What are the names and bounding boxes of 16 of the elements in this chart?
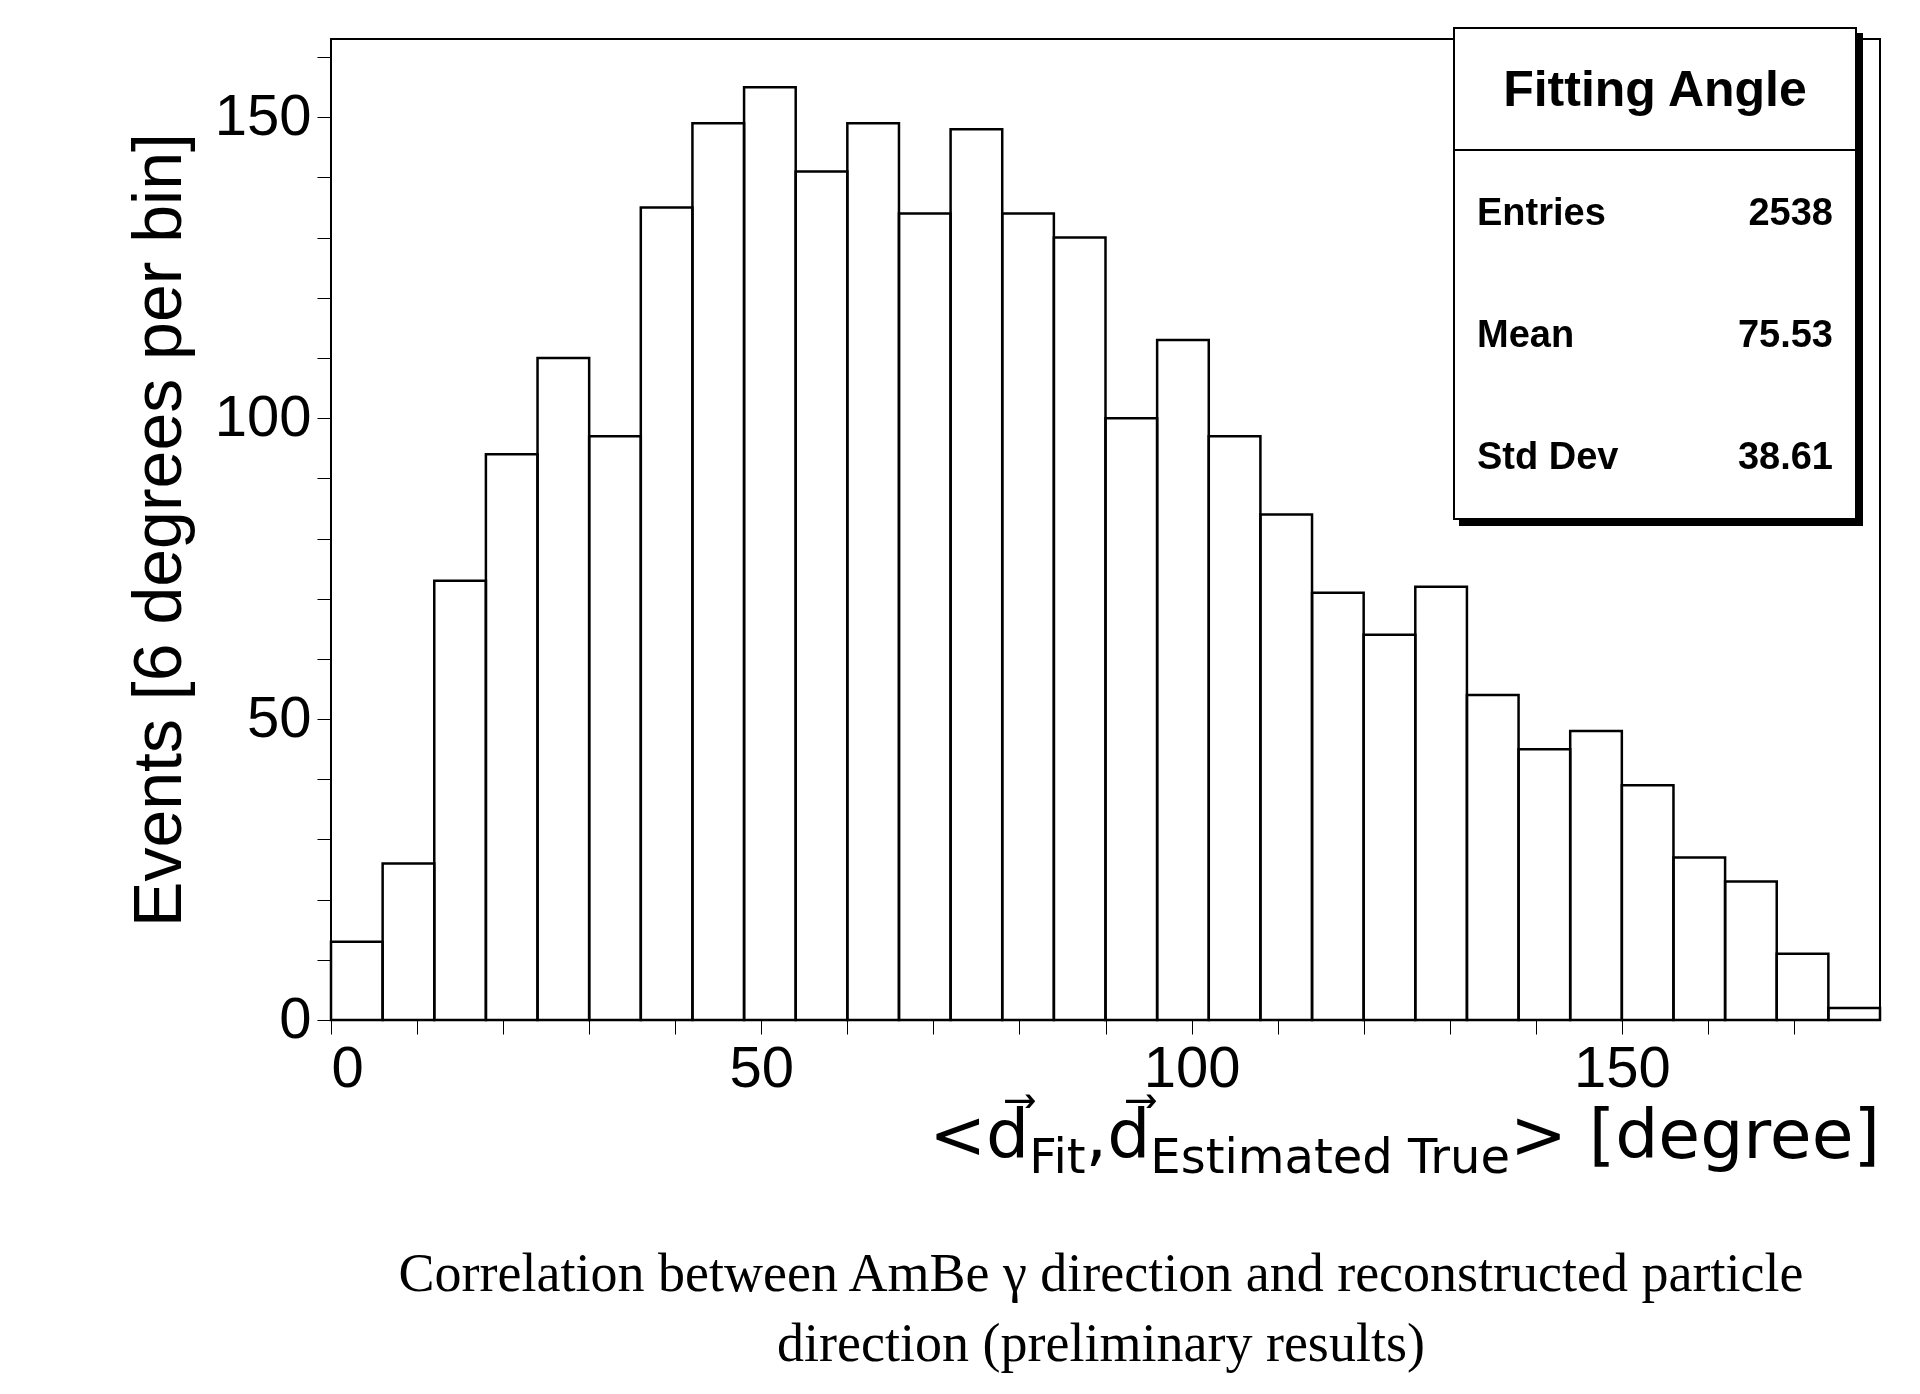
annotation: Std Dev: [1477, 434, 1619, 478]
x-tick-label: 50: [729, 1033, 795, 1099]
annotation: 75.53: [1737, 312, 1833, 356]
annotation: 2538: [1748, 190, 1833, 234]
y-tick-label: 0: [279, 984, 312, 1050]
text: Correlation between AmBe γ direction and reconstructed particle direction (preliminary results): [397, 1242, 1805, 1375]
annotation: Mean: [1477, 312, 1575, 356]
x-tick-label: 0: [331, 1033, 364, 1099]
annotation: 38.61: [1737, 434, 1833, 478]
y-tick-label: 100: [214, 382, 312, 448]
annotation: Entries: [1477, 190, 1606, 234]
annotation: Fitting Angle: [1455, 29, 1855, 151]
x-tick-label: 150: [1573, 1033, 1671, 1099]
y-tick-label: 50: [246, 683, 312, 749]
y-axis-title: Events [6 degrees per bin]: [118, 133, 195, 927]
y-tick-label: 150: [214, 81, 312, 147]
